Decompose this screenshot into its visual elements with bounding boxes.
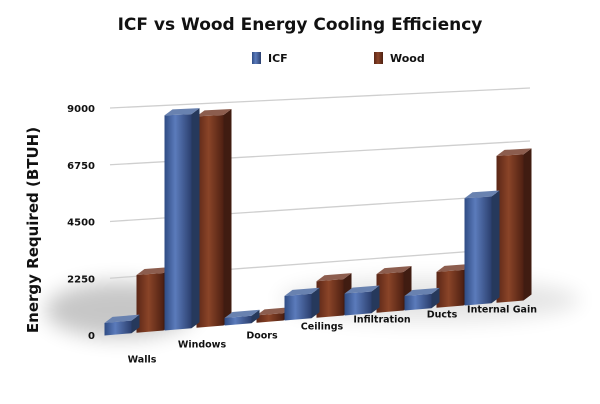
bar-side: [223, 108, 232, 326]
bar-top: [404, 287, 440, 297]
bar-side: [431, 287, 440, 309]
bar-front: [284, 293, 312, 321]
bar-icf-windows: [164, 108, 200, 331]
legend-label-icf: ICF: [268, 52, 288, 65]
y-tick-label: 0: [88, 331, 95, 342]
bar-icf-ceilings: [284, 287, 320, 321]
gridline: [109, 87, 531, 109]
bar-front: [404, 293, 432, 311]
y-tick-labels: 0 2250 4500 6750 9000: [67, 104, 95, 342]
bar-icf-internal-gain: [464, 190, 500, 306]
legend: ICF Wood: [252, 52, 425, 65]
bar-top: [164, 108, 200, 116]
legend-label-wood: Wood: [390, 52, 425, 65]
bar-top: [376, 266, 412, 275]
bar-front: [464, 196, 492, 306]
y-tick-label: 6750: [67, 161, 95, 172]
bar-top: [316, 273, 352, 282]
bar-top: [136, 267, 172, 276]
category-label: Internal Gain: [467, 305, 537, 316]
bar-front: [496, 154, 524, 303]
bar-wood-internal-gain: [496, 148, 532, 303]
bar-icf-doors: [224, 309, 260, 326]
bar-front: [256, 313, 284, 323]
bar-top: [196, 108, 232, 117]
bar-side: [311, 287, 320, 319]
bar-front: [376, 272, 404, 313]
bar-top: [344, 285, 380, 294]
bar-front: [316, 279, 344, 318]
category-label: Walls: [128, 355, 157, 366]
category-label: Doors: [246, 331, 278, 342]
category-labels: Walls Windows Doors Ceilings Infiltration Duc…: [128, 305, 538, 366]
bar-front: [224, 315, 252, 326]
bar-front: [436, 269, 464, 308]
bar-wood-windows: [196, 108, 232, 328]
bar-side: [131, 314, 140, 334]
bar-side: [251, 309, 260, 324]
category-label: Ceilings: [301, 322, 344, 333]
category-label: Ducts: [427, 310, 458, 321]
y-axis-label: Energy Required (BTUH): [24, 127, 42, 333]
bar-top: [256, 307, 292, 316]
bar-front: [344, 291, 372, 316]
bar-top: [284, 287, 320, 296]
bar-top: [436, 263, 472, 272]
category-label: Windows: [178, 340, 227, 351]
legend-swatch-wood: [374, 52, 383, 64]
bar-front: [164, 114, 192, 331]
bar-front: [104, 320, 132, 336]
bar-top: [104, 314, 140, 323]
bar-top: [224, 309, 260, 319]
bar-top: [464, 190, 500, 199]
bar-side: [191, 108, 200, 329]
bar-icf-infiltration: [344, 285, 380, 316]
legend-swatch-icf: [252, 52, 261, 64]
y-tick-label: 4500: [67, 218, 95, 229]
bar-front: [196, 114, 224, 328]
bar-top: [496, 148, 532, 156]
chart-title: ICF vs Wood Energy Cooling Efficiency: [118, 15, 483, 35]
category-label: Infiltration: [353, 315, 411, 326]
bar-side: [523, 148, 532, 301]
y-tick-label: 9000: [67, 104, 95, 115]
bar-icf-ducts: [404, 287, 440, 311]
y-tick-label: 2250: [67, 274, 95, 285]
bar-front: [136, 273, 164, 333]
bar-side: [371, 285, 380, 314]
bars: [104, 108, 532, 336]
bar-icf-walls: [104, 314, 140, 336]
bar-side: [491, 190, 500, 304]
